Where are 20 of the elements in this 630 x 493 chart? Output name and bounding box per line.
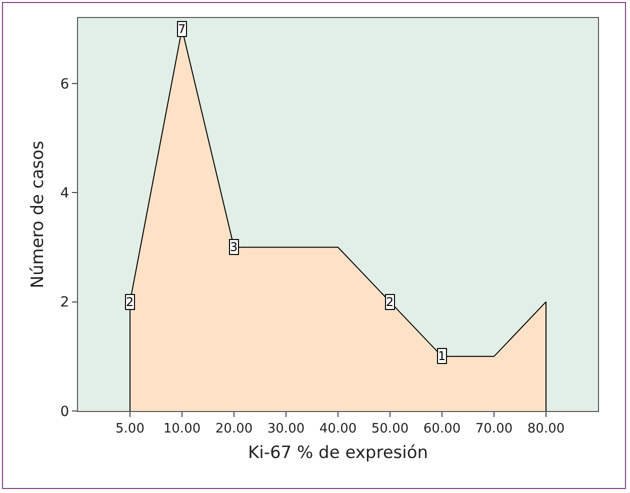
y-axis-title: Número de casos bbox=[28, 140, 48, 288]
x-tick-label: 80.00 bbox=[527, 422, 565, 437]
data-label: 3 bbox=[230, 240, 238, 254]
x-tick-label: 10.00 bbox=[163, 422, 201, 437]
x-axis-title: Ki-67 % de expresión bbox=[248, 443, 428, 463]
x-tick-label: 40.00 bbox=[319, 422, 357, 437]
y-tick-label: 4 bbox=[60, 186, 70, 202]
x-tick-label: 60.00 bbox=[423, 422, 461, 437]
x-tick-label: 70.00 bbox=[475, 422, 513, 437]
x-tick-label: 20.00 bbox=[215, 422, 253, 437]
x-tick-label: 50.00 bbox=[371, 422, 409, 437]
y-tick-label: 0 bbox=[60, 404, 70, 420]
data-label: 2 bbox=[386, 295, 394, 309]
y-tick-label: 6 bbox=[60, 76, 70, 92]
x-tick-label: 5.00 bbox=[116, 422, 144, 437]
data-label: 7 bbox=[178, 22, 186, 36]
data-label: 1 bbox=[438, 349, 446, 363]
data-label: 2 bbox=[126, 295, 134, 309]
y-tick-label: 2 bbox=[60, 294, 70, 311]
x-tick-label: 30.00 bbox=[267, 422, 305, 437]
